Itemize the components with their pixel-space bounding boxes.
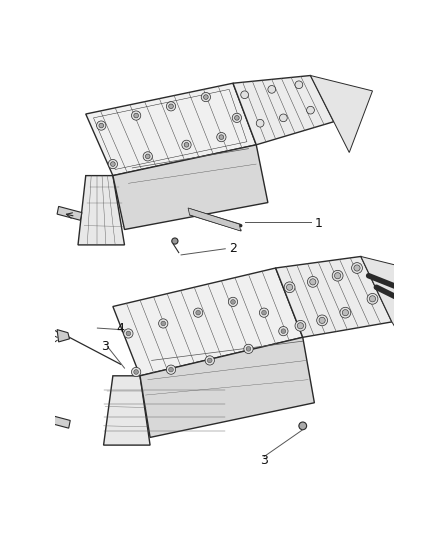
Polygon shape <box>140 337 314 438</box>
Circle shape <box>219 135 224 140</box>
Text: 3: 3 <box>101 340 109 353</box>
Circle shape <box>194 308 203 317</box>
Circle shape <box>169 104 173 109</box>
Circle shape <box>369 296 376 302</box>
Circle shape <box>131 367 141 377</box>
Circle shape <box>261 310 266 315</box>
Circle shape <box>342 310 349 316</box>
Polygon shape <box>57 329 70 342</box>
Circle shape <box>297 322 304 329</box>
Text: 1: 1 <box>314 217 322 230</box>
Polygon shape <box>57 206 82 220</box>
Circle shape <box>126 331 131 336</box>
Circle shape <box>235 116 239 120</box>
Circle shape <box>259 308 268 317</box>
Circle shape <box>335 273 341 279</box>
Polygon shape <box>361 256 423 341</box>
Circle shape <box>340 308 351 318</box>
Polygon shape <box>86 83 256 175</box>
Circle shape <box>284 282 295 293</box>
Text: 3: 3 <box>260 454 268 467</box>
Circle shape <box>256 119 264 127</box>
Circle shape <box>110 161 115 166</box>
Circle shape <box>172 238 178 244</box>
Circle shape <box>205 356 214 365</box>
Circle shape <box>295 81 303 88</box>
Circle shape <box>286 284 293 290</box>
Circle shape <box>281 329 286 334</box>
Circle shape <box>232 113 241 123</box>
Text: 4: 4 <box>117 321 125 335</box>
Polygon shape <box>78 175 124 245</box>
Circle shape <box>217 133 226 142</box>
Circle shape <box>134 113 138 118</box>
Text: 2: 2 <box>229 243 237 255</box>
Circle shape <box>228 297 238 306</box>
Circle shape <box>307 106 314 114</box>
Circle shape <box>295 320 306 331</box>
Circle shape <box>134 370 138 374</box>
Polygon shape <box>46 414 70 428</box>
Polygon shape <box>311 76 372 152</box>
Circle shape <box>244 344 253 353</box>
Circle shape <box>159 319 168 328</box>
Circle shape <box>131 111 141 120</box>
Circle shape <box>307 277 318 287</box>
Polygon shape <box>233 76 334 145</box>
Polygon shape <box>103 376 150 445</box>
Circle shape <box>97 121 106 130</box>
Circle shape <box>182 140 191 149</box>
Circle shape <box>299 422 307 430</box>
Circle shape <box>319 317 325 324</box>
Circle shape <box>241 91 248 99</box>
Polygon shape <box>113 268 303 376</box>
Circle shape <box>279 114 287 122</box>
Polygon shape <box>276 256 392 337</box>
Circle shape <box>108 159 117 168</box>
Circle shape <box>246 346 251 351</box>
Circle shape <box>352 263 362 273</box>
Circle shape <box>169 367 173 372</box>
Circle shape <box>124 329 133 338</box>
Circle shape <box>231 300 235 304</box>
Circle shape <box>204 95 208 99</box>
Circle shape <box>310 279 316 285</box>
Circle shape <box>354 265 360 271</box>
Circle shape <box>367 294 378 304</box>
Circle shape <box>332 270 343 281</box>
Circle shape <box>201 92 211 102</box>
Circle shape <box>279 327 288 336</box>
Circle shape <box>317 315 328 326</box>
Circle shape <box>166 365 176 374</box>
Circle shape <box>143 152 152 161</box>
Circle shape <box>145 154 150 159</box>
Circle shape <box>99 123 103 128</box>
Polygon shape <box>188 208 241 231</box>
Circle shape <box>268 85 276 93</box>
Circle shape <box>184 142 189 147</box>
Circle shape <box>196 310 201 315</box>
Circle shape <box>208 358 212 363</box>
Circle shape <box>166 102 176 111</box>
Circle shape <box>161 321 166 326</box>
Polygon shape <box>113 145 268 230</box>
